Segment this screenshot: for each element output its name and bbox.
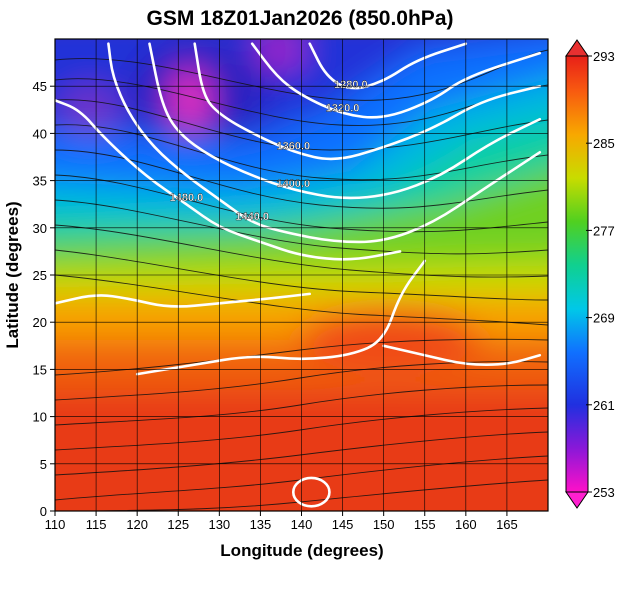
- colorbar-tick-label: 269: [593, 311, 615, 326]
- y-tick-label: 0: [40, 504, 47, 519]
- y-tick-label: 30: [33, 221, 47, 236]
- y-tick-label: 45: [33, 79, 47, 94]
- colorbar-tick-label: 261: [593, 398, 615, 413]
- x-tick-label: 110: [45, 517, 66, 532]
- y-tick-label: 15: [33, 362, 47, 377]
- colorbar-tick-label: 293: [593, 49, 615, 64]
- y-tick-label: 5: [40, 457, 47, 472]
- colorbar-min-triangle: [565, 491, 589, 509]
- colorbar-tick-label: 277: [593, 223, 615, 238]
- contour-label: 1480.0: [170, 192, 204, 204]
- y-tick-label: 40: [33, 126, 47, 141]
- x-axis-label: Longitude (degrees): [220, 541, 383, 560]
- contour-line-6: [55, 292, 312, 308]
- chart-title: GSM 18Z01Jan2026 (850.0hPa): [146, 7, 453, 30]
- x-tick-label: 120: [126, 517, 148, 532]
- x-tick-label: 130: [208, 517, 230, 532]
- y-tick-label: 20: [33, 315, 47, 330]
- colorbar: 253 261 269 277 285 293: [565, 39, 615, 509]
- grid-lines: [54, 39, 548, 512]
- contour-line-8: [382, 344, 542, 366]
- colorbar-tick-label: 285: [593, 136, 615, 151]
- contour-line-5: [55, 99, 402, 261]
- y-axis-label: Latitude (degrees): [3, 201, 22, 348]
- x-tick-label: 165: [496, 517, 518, 532]
- x-tick-label: 160: [455, 517, 477, 532]
- y-tick-label: 10: [33, 410, 47, 425]
- x-tick-label: 145: [332, 517, 354, 532]
- x-tick-label: 125: [167, 517, 189, 532]
- contour-line-7: [135, 259, 427, 376]
- contour-line-3: [148, 42, 542, 200]
- x-axis: 110 115 120 125 130 135 140 145 150 155 160 165: [45, 511, 518, 532]
- closed-contour: [291, 476, 331, 508]
- contour-line-0: [308, 42, 468, 90]
- contour-label: 1360.0: [276, 140, 310, 152]
- colorbar-tick-label: 253: [593, 485, 615, 500]
- contour-label: 1440.0: [235, 211, 269, 223]
- x-tick-label: 140: [291, 517, 313, 532]
- y-tick-label: 35: [33, 174, 47, 189]
- y-tick-label: 25: [33, 268, 47, 283]
- contour-line-2: [193, 42, 542, 161]
- colorbar-body: [565, 55, 589, 493]
- x-tick-label: 150: [373, 517, 395, 532]
- contour-label: 1400.0: [276, 178, 310, 190]
- y-axis: 0 5 10 15 20 25 30 35 40 45: [33, 79, 55, 519]
- contour-label: 1280.0: [334, 79, 368, 91]
- x-tick-label: 135: [250, 517, 272, 532]
- colorbar-max-triangle: [565, 39, 589, 57]
- x-tick-label: 155: [414, 517, 436, 532]
- colorbar-ticks: 253 261 269 277 285 293: [586, 49, 615, 500]
- x-tick-label: 115: [86, 517, 107, 532]
